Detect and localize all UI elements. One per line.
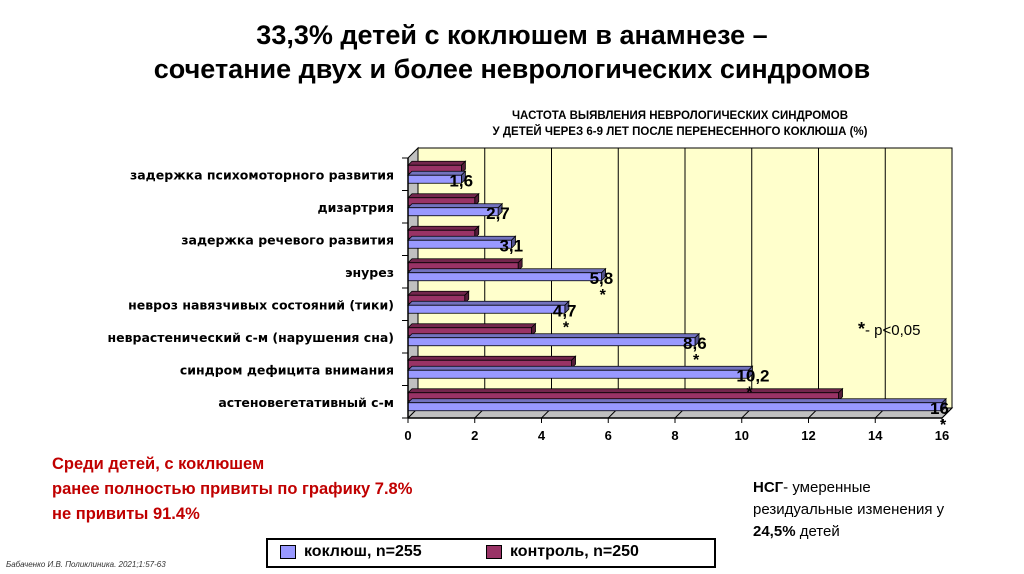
data-label: 16: [930, 399, 949, 418]
bar-pertussis-front: [407, 207, 499, 217]
category-label: задержка речевого развития: [181, 232, 394, 247]
data-label: 4,7: [553, 301, 577, 320]
x-tick-label: 10: [735, 428, 749, 443]
nsg-text2: резидуальные изменения у: [753, 501, 945, 518]
slide-title-line2: сочетание двух и более неврологических с…: [153, 54, 871, 84]
bar-control: [407, 355, 577, 370]
nsg-pct: 24,5%: [753, 523, 796, 540]
nsg-abbr: НСГ: [753, 479, 784, 496]
bar-control-top: [407, 388, 844, 394]
bar-control-top: [407, 355, 577, 361]
vaccination-note-line1: Среди детей, с коклюшем: [52, 455, 265, 473]
significance-mark: *: [600, 287, 607, 304]
x-tick-label: 4: [538, 428, 546, 443]
category-label: невроз навязчивых состояний (тики): [128, 297, 394, 312]
significance-mark: *: [563, 319, 570, 336]
chart-legend: коклюш, n=255 контроль, n=250: [266, 538, 716, 568]
bar-pertussis-top: [407, 365, 754, 371]
x-tick-label: 6: [605, 428, 612, 443]
bar-pertussis-top: [407, 268, 607, 274]
p-value-annotation: *- p<0,05: [858, 319, 920, 339]
data-label: 3,1: [499, 236, 523, 255]
significance-mark: *: [693, 352, 700, 369]
legend-label-control: контроль, n=250: [510, 543, 639, 560]
data-label: 10,2: [736, 366, 769, 385]
vaccination-note-line2: ранее полностью привиты по графику 7.8%: [52, 480, 413, 498]
bar-control-top: [407, 160, 467, 166]
bar-pertussis: [407, 170, 467, 185]
legend-swatch-pertussis: [280, 545, 296, 559]
x-tick-label: 12: [801, 428, 815, 443]
legend-label-pertussis: коклюш, n=255: [304, 543, 422, 560]
gridline-floor: [941, 407, 953, 419]
nsg-text3: детей: [795, 523, 840, 540]
category-label: задержка психомоторного развития: [130, 167, 394, 182]
bar-pertussis-front: [407, 239, 512, 249]
category-label: астеновегетативный с-м: [218, 395, 394, 410]
nsg-text1: - умеренные: [783, 479, 871, 496]
bar-pertussis-top: [407, 398, 947, 404]
category-label: энурез: [345, 265, 394, 280]
x-tick-label: 2: [471, 428, 478, 443]
bar-control-top: [407, 225, 480, 231]
bar-pertussis-front: [407, 402, 943, 412]
data-label: 8,6: [683, 334, 707, 353]
bar-pertussis-front: [407, 272, 602, 282]
bar-pertussis-front: [407, 369, 749, 379]
bar-pertussis: [407, 300, 570, 315]
bar-pertussis: [407, 267, 607, 282]
vaccination-note: Среди детей, с коклюшем ранее полностью …: [52, 452, 412, 527]
legend-swatch-control: [486, 545, 502, 559]
bar-pertussis-front: [407, 337, 696, 347]
legend-item-control: контроль, n=250: [486, 543, 639, 561]
bar-pertussis: [407, 365, 754, 380]
significance-mark: *: [940, 417, 947, 434]
category-label: неврастенический с-м (нарушения сна): [107, 330, 394, 345]
x-tick-label: 14: [868, 428, 883, 443]
bar-pertussis: [407, 397, 947, 412]
bar-pertussis-top: [407, 333, 700, 339]
category-label: дизартрия: [318, 200, 394, 215]
data-label: 1,6: [449, 171, 473, 190]
x-tick-label: 16: [935, 428, 949, 443]
data-label: 2,7: [486, 204, 510, 223]
x-tick-label: 0: [404, 428, 411, 443]
chart-title-line1: ЧАСТОТА ВЫЯВЛЕНИЯ НЕВРОЛОГИЧЕСКИХ СИНДРО…: [511, 110, 849, 122]
bar-control-top: [407, 258, 524, 264]
data-label: 5,8: [590, 269, 614, 288]
slide-title-line1: 33,3% детей с коклюшем в анамнезе –: [256, 20, 768, 50]
source-citation: Бабаченко И.В. Поликлиника. 2021;1:57-63: [6, 560, 166, 569]
bar-pertussis: [407, 332, 700, 347]
bar-control-top: [407, 323, 537, 329]
vaccination-note-line3: не привиты 91.4%: [52, 505, 200, 523]
category-label: синдром дефицита внимания: [180, 362, 394, 377]
nsg-note: НСГ- умеренные резидуальные изменения у …: [753, 477, 1013, 543]
bar-pertussis-top: [407, 300, 570, 306]
legend-item-pertussis: коклюш, n=255: [280, 543, 422, 561]
bar-control: [407, 192, 480, 207]
chart-title: ЧАСТОТА ВЫЯВЛЕНИЯ НЕВРОЛОГИЧЕСКИХ СИНДРО…: [420, 108, 940, 140]
chart-title-line2: У ДЕТЕЙ ЧЕРЕЗ 6-9 ЛЕТ ПОСЛЕ ПЕРЕНЕСЕННОГ…: [492, 126, 868, 138]
significance-mark: *: [746, 384, 753, 401]
bar-pertussis-front: [407, 304, 566, 314]
slide-title: 33,3% детей с коклюшем в анамнезе – соче…: [0, 18, 1024, 86]
x-tick-label: 8: [671, 428, 678, 443]
bar-control-top: [407, 290, 470, 296]
bar-control-top: [407, 193, 480, 199]
